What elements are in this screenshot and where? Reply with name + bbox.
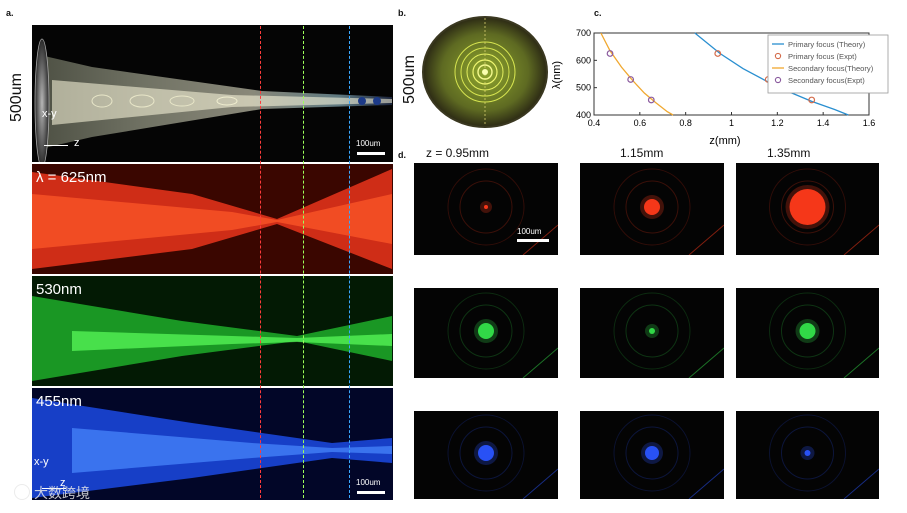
- y-tick-label: 500: [576, 83, 591, 93]
- x-tick-label: 0.4: [588, 118, 601, 128]
- data-point-3: [627, 76, 635, 83]
- focal-spot-image: [580, 288, 724, 378]
- panel-a-letter: a.: [6, 8, 14, 18]
- focus-line-green: [303, 26, 304, 498]
- x-axis-label: z(mm): [709, 135, 740, 147]
- legend-entry: Secondary focus(Expt): [788, 76, 865, 85]
- blue-strip: 455nm x-y z 100um: [32, 388, 393, 500]
- focal-spot-render: [447, 168, 558, 255]
- focal-spot-image: [736, 411, 879, 499]
- top-z-label: z: [74, 137, 80, 149]
- blue-beam: [32, 398, 392, 498]
- focus-line-blue: [349, 26, 350, 498]
- focus-chart: 0.4 0.6 0.8 1 1.2 1.4 1.6 400 500 600 700 Primary f…: [551, 28, 889, 147]
- focal-spot-image: [580, 411, 724, 499]
- white-light-strip: x-y z 100um: [32, 25, 393, 162]
- focal-spot-render: [769, 414, 879, 499]
- x-tick-label: 1.2: [771, 118, 784, 128]
- column-title-3: 1.35mm: [767, 146, 811, 160]
- panel-d-scale-text: 100um: [517, 227, 542, 236]
- x-tick-label: 1: [729, 118, 734, 128]
- data-point-1: [714, 50, 722, 57]
- data-point-3: [606, 50, 614, 57]
- panel-b-letter: b.: [398, 8, 406, 18]
- focal-spot-image: [414, 288, 558, 378]
- legend-entry: Secondary focus(Theory): [788, 64, 874, 73]
- red-beam: [32, 169, 392, 269]
- panel-d-letter: d.: [398, 150, 406, 160]
- green-strip: 530nm: [32, 276, 393, 386]
- focal-spot-render: [613, 414, 724, 499]
- wavelength-label-green: 530nm: [36, 281, 82, 298]
- y-tick-label: 700: [576, 28, 591, 38]
- legend-entry: Primary focus (Expt): [788, 52, 857, 61]
- watermark-logo-icon: [14, 484, 30, 500]
- x-tick-label: 1.6: [863, 118, 876, 128]
- top-z-arrow: [44, 145, 68, 146]
- focal-spot-render: [769, 292, 879, 378]
- panel-b-side-label: 500um: [401, 55, 418, 104]
- bottom-z-arrow: [42, 488, 66, 489]
- bottom-xy-label: x-y: [34, 456, 49, 468]
- panel-d-scalebar: [517, 239, 549, 242]
- wavelength-label-red: λ = 625nm: [36, 169, 107, 186]
- bottom-scale-text: 100um: [356, 478, 381, 487]
- bottom-z-label: z: [60, 477, 66, 489]
- focal-spot-image: [736, 288, 879, 378]
- wavelength-label-blue: 455nm: [36, 393, 82, 410]
- lens-photo: [422, 16, 548, 128]
- x-tick-label: 1.4: [817, 118, 830, 128]
- top-xy-label: x-y: [42, 108, 57, 120]
- watermark: 大数跨境: [14, 483, 90, 503]
- data-point-3: [647, 96, 655, 104]
- focal-spot-image: [580, 163, 724, 255]
- green-beam: [32, 296, 392, 381]
- legend-box: [767, 34, 889, 94]
- focal-spot-render: [613, 292, 724, 378]
- x-tick-label: 0.6: [634, 118, 647, 128]
- panel-a-side-label: 500um: [8, 73, 25, 122]
- focus-line-red: [260, 26, 261, 498]
- focal-spot-render: [447, 292, 558, 378]
- focal-spot-render: [613, 168, 724, 255]
- bottom-scalebar: [357, 491, 385, 494]
- data-point-1: [808, 96, 816, 104]
- legend-swatch: [774, 76, 782, 84]
- y-axis-label: λ(nm): [551, 61, 563, 89]
- focal-spot-render: [447, 414, 558, 499]
- top-scalebar: [357, 152, 385, 155]
- x-tick-label: 0.8: [679, 118, 692, 128]
- legend-entry: Primary focus (Theory): [788, 40, 866, 49]
- focal-spot-render: [769, 168, 879, 255]
- white-light-beam: [34, 38, 392, 162]
- column-title-1: z = 0.95mm: [426, 146, 490, 160]
- focal-spot-image: [736, 163, 879, 255]
- column-title-2: 1.15mm: [620, 146, 664, 160]
- red-strip: λ = 625nm: [32, 164, 393, 274]
- top-scale-text: 100um: [356, 139, 381, 148]
- focal-spot-image: [414, 411, 558, 499]
- panel-c-letter: c.: [594, 8, 602, 18]
- legend-swatch: [774, 52, 782, 60]
- y-tick-label: 600: [576, 55, 591, 65]
- watermark-text: 大数跨境: [34, 485, 90, 501]
- series-line-2: [600, 32, 674, 116]
- y-tick-label: 400: [576, 110, 591, 120]
